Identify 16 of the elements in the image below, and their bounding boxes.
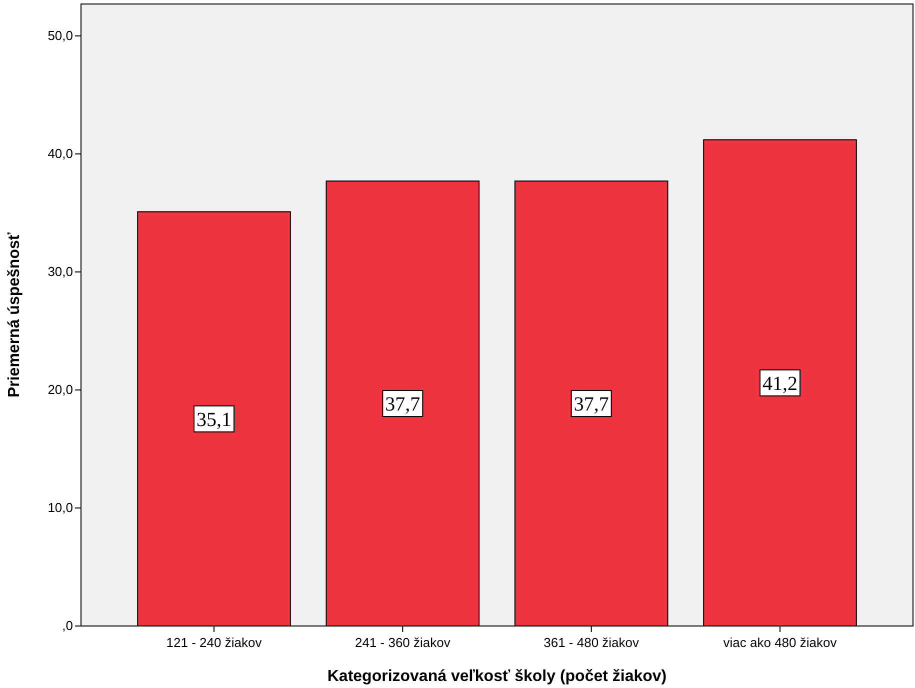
x-tick-label: viac ako 480 žiakov xyxy=(723,635,838,650)
y-tick-label: 30,0 xyxy=(48,264,73,279)
y-tick-label: ,0 xyxy=(62,618,73,633)
y-tick-label: 40,0 xyxy=(48,146,73,161)
x-axis-title: Kategorizovaná veľkosť školy (počet žiakov) xyxy=(327,668,667,685)
x-tick-label: 361 - 480 žiakov xyxy=(544,635,640,650)
x-tick-label: 121 - 240 žiakov xyxy=(166,635,262,650)
data-label: 37,7 xyxy=(574,394,609,416)
y-tick-label: 20,0 xyxy=(48,382,73,397)
x-tick-label: 241 - 360 žiakov xyxy=(354,635,451,650)
y-tick-label: 10,0 xyxy=(48,500,73,515)
y-axis-title: Priemerná úspešnosť xyxy=(6,232,23,398)
data-label: 35,1 xyxy=(196,408,232,431)
y-tick-label: 50,0 xyxy=(48,28,73,43)
data-label: 37,7 xyxy=(385,394,420,416)
data-label: 41,2 xyxy=(762,372,798,395)
